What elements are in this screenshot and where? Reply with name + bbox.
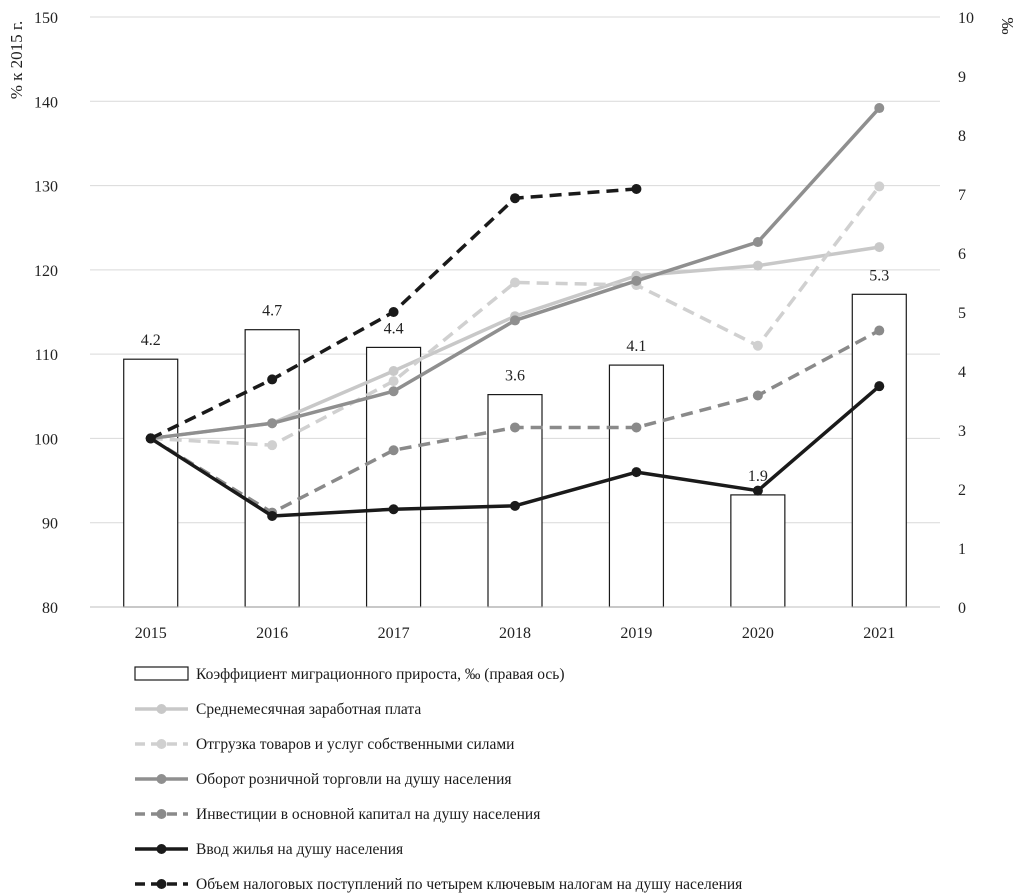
- series-point: [510, 422, 520, 433]
- legend-marker: [156, 739, 167, 749]
- legend-marker: [156, 844, 167, 854]
- series-point: [388, 366, 399, 376]
- series-point: [874, 181, 885, 192]
- legend-label: Ввод жилья на душу населения: [196, 841, 403, 858]
- series-point: [388, 307, 399, 317]
- right-tick-label: 1: [958, 541, 966, 558]
- series-point: [267, 440, 278, 451]
- bar-series: [123, 293, 907, 608]
- bar-data-label: 1.9: [748, 468, 768, 485]
- legend-label: Объем налоговых поступлений по четырем к…: [196, 876, 742, 893]
- legend-marker: [156, 704, 167, 714]
- series-point: [752, 390, 763, 401]
- bar: [730, 494, 786, 608]
- right-tick-label: 0: [958, 600, 966, 617]
- legend-item: Объем налоговых поступлений по четырем к…: [135, 876, 742, 893]
- bar: [851, 293, 907, 608]
- bar: [608, 364, 665, 608]
- series-point: [631, 183, 642, 194]
- series-point: [388, 376, 399, 387]
- bar-data-label: 3.6: [505, 368, 525, 385]
- left-tick-label: 100: [34, 431, 58, 448]
- legend-item: Ввод жилья на душу населения: [135, 841, 403, 858]
- legend-marker: [156, 774, 167, 784]
- x-tick-label: 2019: [620, 625, 652, 642]
- x-tick-label: 2015: [135, 625, 167, 642]
- series-point: [874, 381, 885, 392]
- series-point: [752, 485, 763, 496]
- right-tick-label: 2: [958, 482, 966, 499]
- series-point: [631, 467, 642, 478]
- series-point: [510, 277, 520, 288]
- left-axis-title: % к 2015 г.: [7, 21, 26, 99]
- right-tick-label: 8: [958, 128, 966, 145]
- right-tick-label: 4: [958, 364, 966, 381]
- series-point: [874, 103, 885, 114]
- legend-item: Инвестиции в основной капитал на душу на…: [135, 806, 540, 823]
- series-point: [388, 504, 399, 515]
- series-point: [388, 386, 399, 397]
- bar: [244, 329, 300, 608]
- right-tick-label: 7: [958, 187, 966, 204]
- legend-item: Отгрузка товаров и услуг собственными си…: [135, 736, 514, 753]
- axes: 80 90 100 110 120 130 140 150 0 1 2 3 4 5 6 7 8 9 10 2015 20…: [34, 10, 974, 642]
- left-tick-label: 110: [35, 347, 58, 364]
- series-point: [752, 260, 763, 271]
- x-tick-label: 2021: [863, 625, 895, 642]
- series-point: [267, 374, 278, 385]
- left-tick-label: 120: [34, 263, 58, 280]
- legend-marker: [156, 879, 167, 889]
- right-tick-label: 9: [958, 69, 966, 86]
- legend-item-bars: Коэффициент миграционного прироста, ‰ (п…: [134, 666, 565, 683]
- legend-item: Среднемесячная заработная плата: [135, 701, 421, 718]
- x-tick-label: 2018: [499, 625, 531, 642]
- legend-label: Среднемесячная заработная плата: [196, 701, 421, 718]
- legend-label: Отгрузка товаров и услуг собственными си…: [196, 736, 514, 753]
- legend-label: Коэффициент миграционного прироста, ‰ (п…: [196, 666, 565, 683]
- x-tick-label: 2017: [378, 625, 410, 642]
- series-point: [267, 510, 278, 521]
- legend: Коэффициент миграционного прироста, ‰ (п…: [134, 666, 742, 893]
- legend-label: Инвестиции в основной капитал на душу на…: [196, 806, 540, 823]
- series-point: [267, 418, 278, 429]
- line-series: 4.2 4.7 4.4 3.6 4.1 1.9 5.3: [141, 103, 889, 521]
- right-tick-label: 3: [958, 423, 966, 440]
- bar-data-label: 5.3: [869, 267, 889, 284]
- bar-data-label: 4.1: [626, 338, 646, 355]
- left-tick-label: 90: [42, 516, 58, 533]
- legend-label: Оборот розничной торговли на душу населе…: [196, 771, 512, 788]
- series-point: [752, 237, 763, 248]
- left-tick-label: 80: [42, 600, 58, 617]
- legend-marker: [156, 809, 167, 819]
- series-point: [510, 500, 520, 511]
- bar-data-label: 4.7: [262, 303, 282, 320]
- series-point: [510, 193, 520, 204]
- right-tick-label: 6: [958, 246, 966, 263]
- series-point: [388, 445, 399, 456]
- x-tick-label: 2016: [256, 625, 288, 642]
- bar-data-label: 4.2: [141, 332, 161, 349]
- right-tick-label: 5: [958, 305, 966, 322]
- left-tick-label: 140: [34, 94, 58, 111]
- series-point: [631, 275, 642, 286]
- series-point: [752, 340, 763, 351]
- bar-data-label: 4.4: [384, 320, 404, 337]
- legend-item: Оборот розничной торговли на душу населе…: [135, 771, 512, 788]
- series-point: [510, 315, 520, 326]
- left-tick-label: 130: [34, 179, 58, 196]
- series-point: [874, 242, 885, 253]
- series-point: [874, 325, 885, 336]
- left-tick-label: 150: [34, 10, 58, 27]
- legend-swatch: [134, 666, 189, 681]
- x-tick-label: 2020: [742, 625, 774, 642]
- gridlines: [90, 16, 940, 524]
- bar: [123, 358, 179, 608]
- right-axis-title: ‰: [998, 18, 1017, 35]
- series-point: [145, 433, 156, 444]
- series-point: [631, 422, 642, 433]
- right-tick-label: 10: [958, 10, 974, 27]
